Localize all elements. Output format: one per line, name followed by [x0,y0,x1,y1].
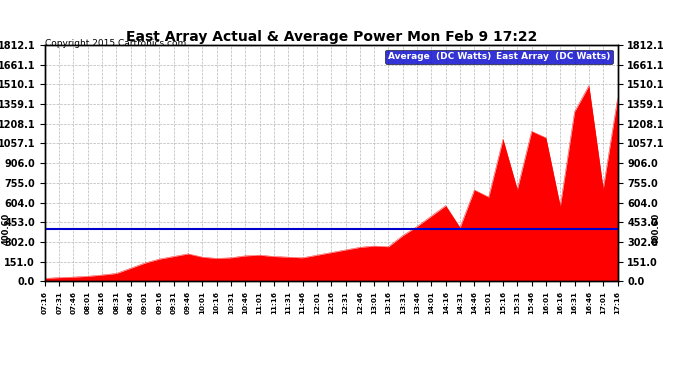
Text: 400.60: 400.60 [1,213,10,245]
Text: 400.60: 400.60 [652,213,661,245]
Title: East Array Actual & Average Power Mon Feb 9 17:22: East Array Actual & Average Power Mon Fe… [126,30,537,44]
Text: Copyright 2015 Cartronics.com: Copyright 2015 Cartronics.com [45,39,186,48]
Legend: Average  (DC Watts), East Array  (DC Watts): Average (DC Watts), East Array (DC Watts… [386,50,613,64]
